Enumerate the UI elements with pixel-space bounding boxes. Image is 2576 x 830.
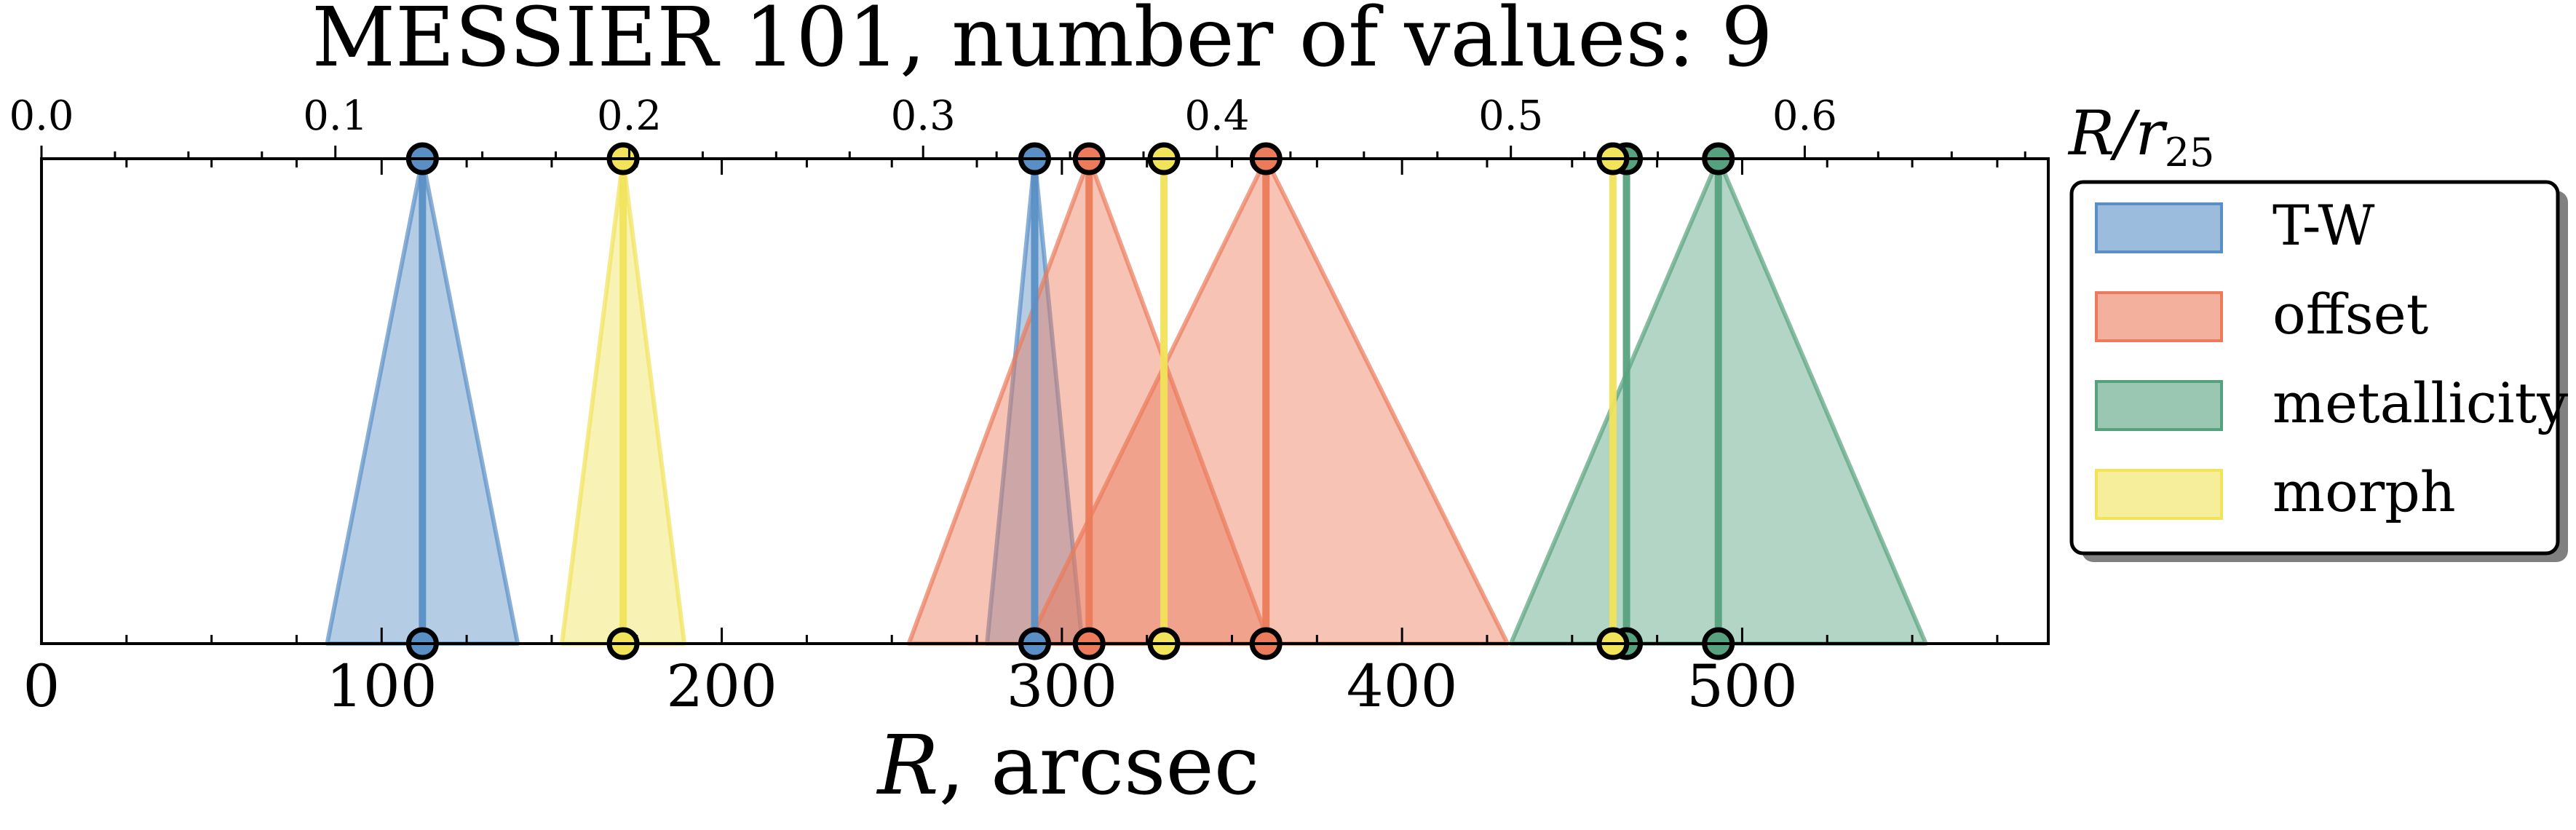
plot-triangles [325,157,1928,646]
top-tick-label: 0.3 [891,92,956,140]
top-tick-label: 0.4 [1184,92,1249,140]
x-axis-top: 0.0 0.1 0.2 0.3 0.4 0.5 0.6 [9,92,2026,159]
x-tick-label-bottom: 200 [666,652,777,720]
top-axis-label: R/r25 [2067,98,2214,175]
plot-center-lines [419,159,1722,644]
plot-frame [40,157,2050,645]
x-axis-label-var: R [876,719,938,813]
top-tick-label: 0.2 [597,92,662,140]
legend-label-metallicity: metallicity [2272,371,2568,435]
legend-swatch-offset [2095,291,2223,342]
legend-swatch-T-W [2095,202,2223,253]
top-axis-label-num: R/r [2067,98,2168,169]
x-tick-label-bottom: 100 [326,652,437,720]
x-tick-label-bottom: 500 [1687,652,1798,720]
x-tick-label-bottom: 0 [23,652,60,720]
legend-swatch-metallicity [2095,380,2223,431]
legend-label-T-W: T-W [2272,193,2375,258]
top-tick-label: 0.0 [9,92,74,140]
legend-swatch-morph [2095,469,2223,520]
x-axis-label: R, arcsec [876,719,1259,813]
top-tick-label: 0.1 [303,92,368,140]
legend-box [2069,180,2560,556]
legend-label-morph: morph [2272,459,2456,524]
top-axis-label-sub: 25 [2165,130,2215,175]
legend-label-offset: offset [2272,282,2428,347]
x-tick-label-bottom: 300 [1007,652,1118,720]
x-axis-label-unit: , arcsec [939,719,1260,813]
chart-title: MESSIER 101, number of values: 9 [312,0,1772,85]
x-axis-bottom: 0 100 200 300 400 500 [23,159,1999,720]
top-tick-label: 0.5 [1478,92,1543,140]
top-tick-label: 0.6 [1772,92,1837,140]
legend: T-W offset metallicity morph [2069,180,2568,562]
x-tick-label-bottom: 400 [1347,652,1458,720]
